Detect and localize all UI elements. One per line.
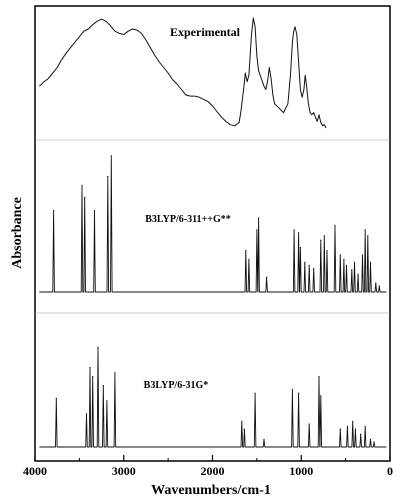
peak-point-2-15 — [304, 261, 306, 263]
peak-point-2-19 — [323, 235, 325, 237]
peak-point-3-10 — [243, 428, 245, 430]
peak-point-2-10 — [258, 217, 260, 219]
peak-point-3-20 — [352, 420, 354, 422]
peak-point-3-23 — [364, 425, 366, 428]
peak-point-2-7 — [245, 250, 247, 252]
y-axis-label: Absorbance — [10, 197, 25, 269]
peak-point-3-14 — [298, 392, 300, 394]
peak-point-3-4 — [92, 376, 94, 378]
peak-point-3-6 — [102, 385, 104, 387]
peak-point-3-7 — [106, 400, 108, 402]
peak-point-3-8 — [114, 372, 116, 374]
peak-point-3-11 — [254, 392, 256, 394]
series-label-1: Experimental — [170, 25, 241, 39]
peak-point-2-14 — [299, 247, 301, 249]
peak-point-2-28 — [361, 254, 364, 256]
peak-point-2-33 — [378, 285, 380, 287]
x-tick-label-5: 0 — [387, 464, 393, 478]
peak-point-3-1 — [55, 397, 57, 399]
peak-point-3-15 — [308, 423, 310, 425]
peak-point-3-18 — [339, 428, 341, 430]
peak-point-2-27 — [357, 273, 359, 275]
series-layer — [39, 17, 387, 448]
x-axis-ticks: 4000 3000 2000 1000 0 — [23, 455, 393, 478]
peak-point-3-3 — [89, 367, 91, 369]
peak-point-2-8 — [248, 258, 250, 260]
x-tick-label-3: 2000 — [201, 464, 225, 478]
peak-point-2-4 — [93, 210, 96, 212]
peak-point-3-12 — [263, 438, 265, 440]
peak-point-2-5 — [107, 176, 109, 178]
peak-point-3-17 — [320, 395, 322, 397]
peak-point-2-2 — [81, 184, 83, 186]
peak-point-3-16 — [318, 376, 320, 378]
peak-point-3-22 — [360, 433, 362, 435]
peak-point-2-3 — [84, 196, 86, 198]
peak-point-2-12 — [293, 229, 295, 231]
x-tick-label-4: 1000 — [289, 464, 313, 478]
peak-point-3-25 — [373, 441, 375, 443]
peak-point-3-24 — [369, 438, 372, 440]
peak-point-2-32 — [375, 282, 377, 284]
series-line-1 — [39, 17, 327, 129]
peak-point-2-6 — [110, 155, 112, 157]
peak-point-2-21 — [334, 224, 336, 226]
peak-point-3-19 — [346, 425, 348, 428]
peak-point-2-23 — [343, 258, 345, 260]
peak-point-2-13 — [298, 232, 300, 234]
peak-point-2-29 — [364, 229, 366, 231]
x-tick-label-2: 3000 — [112, 464, 136, 478]
peak-point-2-1 — [53, 210, 55, 212]
peak-point-2-18 — [320, 239, 322, 241]
peak-point-2-30 — [367, 235, 369, 237]
peak-point-2-26 — [353, 261, 356, 263]
peak-point-2-11 — [266, 276, 268, 278]
x-axis-label: Wavenumbers/cm-1 — [151, 483, 271, 498]
peak-point-3-21 — [354, 428, 356, 430]
peak-point-2-25 — [351, 269, 353, 271]
peak-point-3-9 — [241, 420, 243, 422]
peak-point-2-17 — [313, 267, 315, 269]
x-tick-label-1: 4000 — [23, 464, 47, 478]
labels-layer: Experimental B3LYP/6-311++G** B3LYP/6-31G* — [144, 25, 241, 391]
peak-point-2-22 — [339, 254, 341, 256]
series-label-2: B3LYP/6-311++G** — [145, 214, 230, 225]
peak-point-3-2 — [85, 413, 88, 415]
peak-point-2-31 — [369, 261, 372, 263]
peak-point-2-24 — [345, 264, 348, 266]
peak-point-3-5 — [97, 346, 99, 348]
peak-point-3-13 — [291, 388, 293, 390]
series-label-3: B3LYP/6-31G* — [144, 380, 209, 391]
peak-point-2-16 — [308, 264, 310, 266]
peak-point-2-9 — [256, 229, 258, 231]
peak-point-2-20 — [326, 250, 328, 252]
